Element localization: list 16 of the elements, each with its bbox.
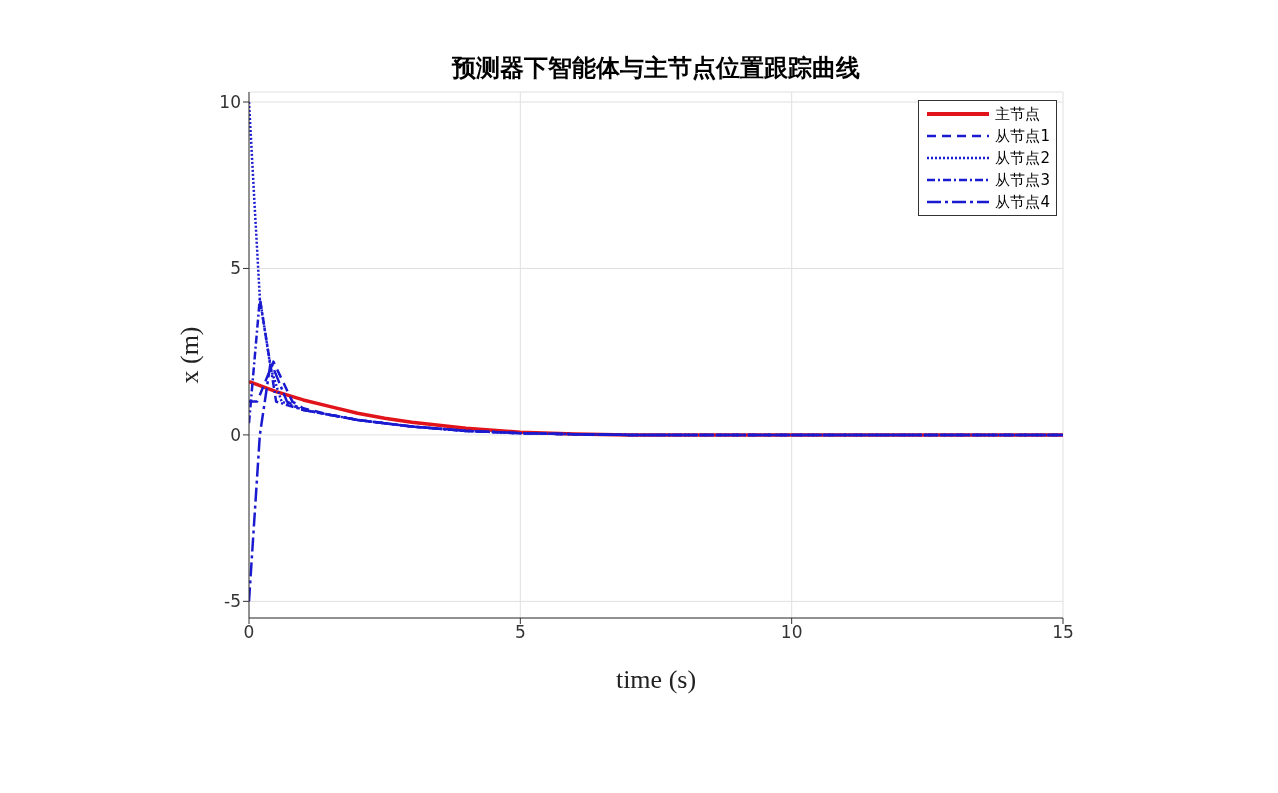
- legend-label: 主节点: [995, 104, 1041, 124]
- legend-label: 从节点3: [995, 170, 1050, 190]
- legend-label: 从节点4: [995, 192, 1050, 212]
- x-tick-label: 5: [514, 622, 526, 643]
- legend-label: 从节点1: [995, 126, 1050, 146]
- chart-title: 预测器下智能体与主节点位置跟踪曲线: [450, 53, 861, 84]
- y-tick-label: -5: [224, 591, 241, 612]
- x-tick-label: 10: [780, 622, 803, 643]
- y-tick-label: 5: [230, 258, 241, 279]
- x-axis-title: time (s): [615, 665, 697, 694]
- y-tick-label: 0: [230, 424, 241, 445]
- legend-label: 从节点2: [995, 148, 1050, 168]
- y-axis-title: x (m): [175, 326, 205, 384]
- y-tick-label: 10: [219, 92, 241, 113]
- x-tick-label: 15: [1052, 622, 1074, 643]
- x-tick-label: 0: [243, 622, 255, 643]
